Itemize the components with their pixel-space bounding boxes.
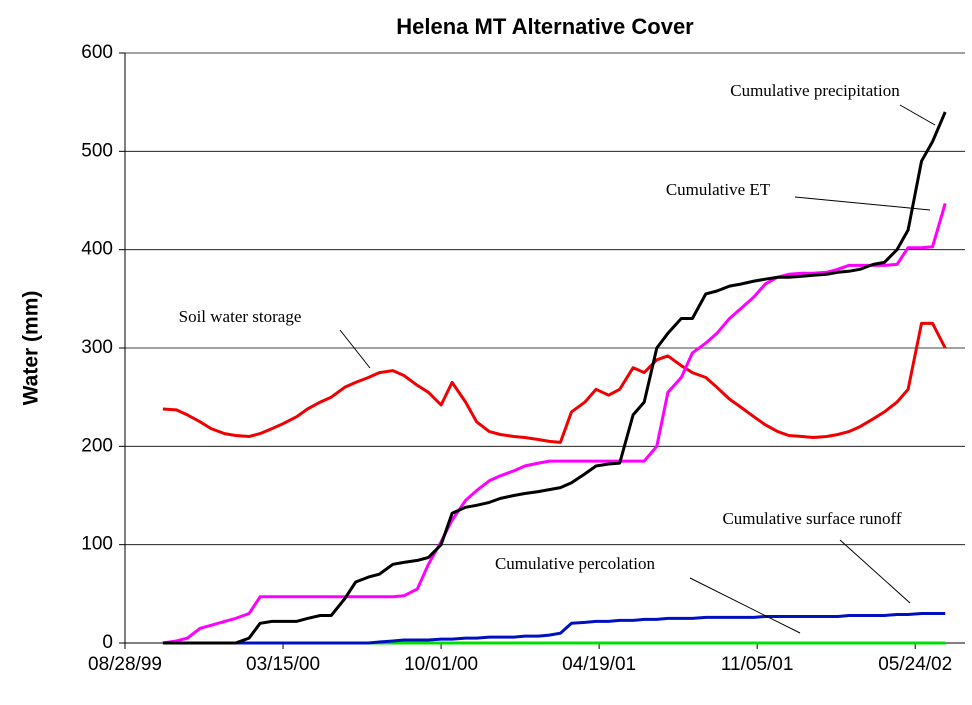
y-tick-label: 600 xyxy=(81,42,113,63)
leader-line xyxy=(794,196,931,211)
leader-line xyxy=(339,329,371,369)
leader-line xyxy=(839,539,911,604)
x-tick-label: 04/19/01 xyxy=(562,654,636,675)
leader-line xyxy=(899,104,936,126)
y-tick-label: 400 xyxy=(81,239,113,260)
annotation: Cumulative ET xyxy=(666,180,771,199)
x-tick-label: 11/05/01 xyxy=(721,654,794,675)
annotation: Cumulative precipitation xyxy=(730,81,900,100)
x-tick-label: 10/01/00 xyxy=(404,654,478,675)
leader-line xyxy=(689,577,801,634)
series-line xyxy=(162,111,947,645)
series-line xyxy=(162,202,947,645)
axes: 0 100 200 300 400 500 600 08/28/99 03/15/00 10/01… xyxy=(81,42,965,675)
y-tick-label: 300 xyxy=(81,337,113,358)
series-line xyxy=(162,612,946,645)
chart-title: Helena MT Alternative Cover xyxy=(396,14,694,39)
annotation-leaders xyxy=(339,104,936,634)
series-line xyxy=(162,321,947,444)
annotation: Cumulative percolation xyxy=(495,554,656,573)
y-tick-label: 500 xyxy=(81,140,113,161)
y-axis-label: Water (mm) xyxy=(20,291,43,406)
x-tick-label: 05/24/02 xyxy=(878,654,952,675)
annotation: Soil water storage xyxy=(179,307,302,326)
annotation: Cumulative surface runoff xyxy=(722,509,901,528)
x-tick-label: 03/15/00 xyxy=(246,654,320,675)
y-tick-label: 200 xyxy=(81,435,113,456)
x-tick-label: 08/28/99 xyxy=(88,654,162,675)
y-tick-label: 0 xyxy=(102,632,113,653)
y-tick-label: 100 xyxy=(81,534,113,555)
